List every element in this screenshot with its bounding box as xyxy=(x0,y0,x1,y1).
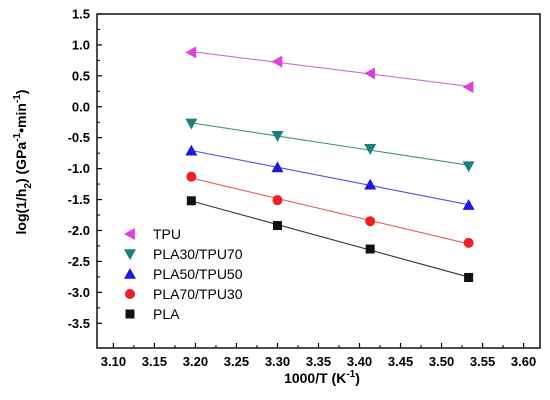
x-axis-title: 1000/T (K-1) xyxy=(284,369,360,386)
y-axis-title: log(1/h2) (GPa-1•min-1) xyxy=(12,90,34,235)
legend-marker-pla70-tpu30 xyxy=(125,289,135,299)
y-tick-label: -0.5 xyxy=(68,130,90,145)
point-pla xyxy=(186,196,196,206)
point-pla50-tpu50 xyxy=(271,161,284,173)
point-tpu xyxy=(185,46,197,59)
x-tick-label: 3.50 xyxy=(429,354,454,369)
legend-label-tpu: TPU xyxy=(153,226,181,242)
x-tick-label: 3.15 xyxy=(142,354,167,369)
point-pla70-tpu30 xyxy=(272,195,283,206)
legend-label-pla30-tpu70: PLA30/TPU70 xyxy=(153,246,243,262)
point-pla30-tpu70 xyxy=(462,161,475,173)
point-pla xyxy=(272,221,282,231)
point-pla30-tpu70 xyxy=(364,144,377,155)
x-tick-label: 3.20 xyxy=(183,354,208,369)
y-tick-label: -2.5 xyxy=(68,254,90,269)
y-tick-label: -1.5 xyxy=(68,192,90,207)
point-tpu xyxy=(271,55,283,68)
fit-line-pla30-tpu70 xyxy=(191,122,469,166)
y-tick-label: -3.0 xyxy=(68,285,90,300)
point-pla70-tpu30 xyxy=(463,237,474,248)
legend-marker-pla30-tpu70 xyxy=(124,249,136,260)
point-pla50-tpu50 xyxy=(462,199,475,210)
point-tpu xyxy=(364,67,375,80)
x-tick-label: 3.35 xyxy=(306,354,331,369)
point-pla xyxy=(365,244,375,254)
legend-label-pla: PLA xyxy=(153,306,180,322)
x-tick-label: 3.55 xyxy=(470,354,495,369)
x-tick-label: 3.30 xyxy=(265,354,290,369)
point-pla xyxy=(464,272,474,282)
y-tick-label: 1.0 xyxy=(72,37,90,52)
legend-marker-pla xyxy=(125,309,135,319)
legend-label-pla50-tpu50: PLA50/TPU50 xyxy=(153,266,243,282)
legend-marker-pla50-tpu50 xyxy=(124,268,136,279)
y-tick-label: -1.0 xyxy=(68,161,90,176)
point-tpu xyxy=(462,80,474,93)
y-tick-label: -3.5 xyxy=(68,316,90,331)
y-tick-label: -2.0 xyxy=(68,223,90,238)
point-pla70-tpu30 xyxy=(186,171,197,182)
fit-line-pla50-tpu50 xyxy=(191,149,469,206)
y-tick-label: 0.0 xyxy=(72,99,90,114)
y-tick-label: 1.5 xyxy=(72,7,90,22)
point-pla50-tpu50 xyxy=(185,144,198,156)
x-tick-label: 3.40 xyxy=(347,354,372,369)
x-tick-label: 3.10 xyxy=(101,354,126,369)
fit-line-tpu xyxy=(191,51,469,87)
axes: 3.10 3.15 3.20 3.25 3.30 3.35 3.40 3.45 3.50 3.55… xyxy=(68,7,541,369)
point-pla50-tpu50 xyxy=(364,178,377,190)
point-pla70-tpu30 xyxy=(365,216,376,227)
plot-area xyxy=(185,46,475,282)
point-pla30-tpu70 xyxy=(185,118,198,130)
legend: TPU PLA30/TPU70 PLA50/TPU50 PLA70/TPU30 PLA xyxy=(124,226,243,322)
legend-label-pla70-tpu30: PLA70/TPU30 xyxy=(153,286,243,302)
point-pla30-tpu70 xyxy=(271,131,284,142)
legend-marker-tpu xyxy=(124,228,135,240)
y-tick-label: 0.5 xyxy=(72,68,90,83)
fit-line-pla xyxy=(191,200,469,278)
x-tick-label: 3.25 xyxy=(224,354,249,369)
x-tick-label: 3.60 xyxy=(511,354,536,369)
x-tick-label: 3.45 xyxy=(388,354,413,369)
fit-line-pla70-tpu30 xyxy=(191,177,469,245)
